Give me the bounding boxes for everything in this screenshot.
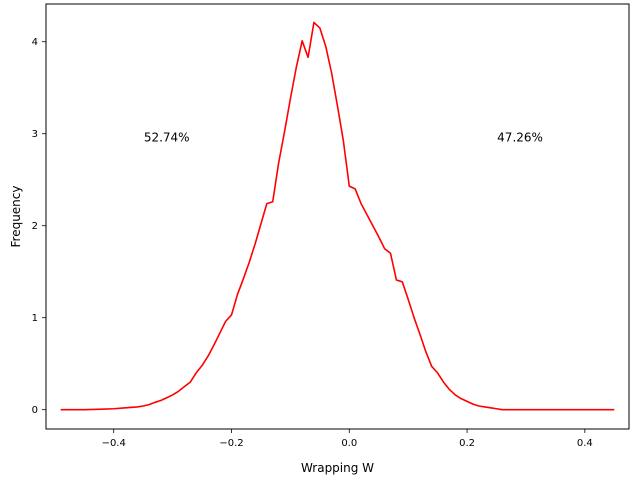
x-tick-label: −0.2 xyxy=(219,438,243,449)
x-ticks: −0.4 −0.2 0.0 0.2 0.4 xyxy=(102,429,593,449)
percentage-annotation: 47.26% xyxy=(497,130,543,144)
plot-layer xyxy=(60,21,615,411)
series-line-0 xyxy=(60,21,615,411)
axes-frame xyxy=(45,3,630,430)
percentage-annotation: 52.74% xyxy=(144,130,190,144)
y-tick-label: 2 xyxy=(32,221,38,232)
y-tick-label: 3 xyxy=(32,129,38,140)
y-tick-label: 0 xyxy=(32,405,38,416)
x-tick-label: 0.2 xyxy=(459,438,475,449)
y-tick-label: 4 xyxy=(32,37,38,48)
x-tick-label: 0.4 xyxy=(577,438,593,449)
x-tick-label: 0.0 xyxy=(341,438,357,449)
x-tick-label: −0.4 xyxy=(102,438,126,449)
y-axis-label: Frequency xyxy=(9,186,23,248)
x-axis-label: Wrapping W xyxy=(301,461,374,475)
y-tick-label: 1 xyxy=(32,313,38,324)
annotations: 52.74% 47.26% xyxy=(144,130,543,144)
y-ticks: 0 1 2 3 4 xyxy=(32,37,46,416)
